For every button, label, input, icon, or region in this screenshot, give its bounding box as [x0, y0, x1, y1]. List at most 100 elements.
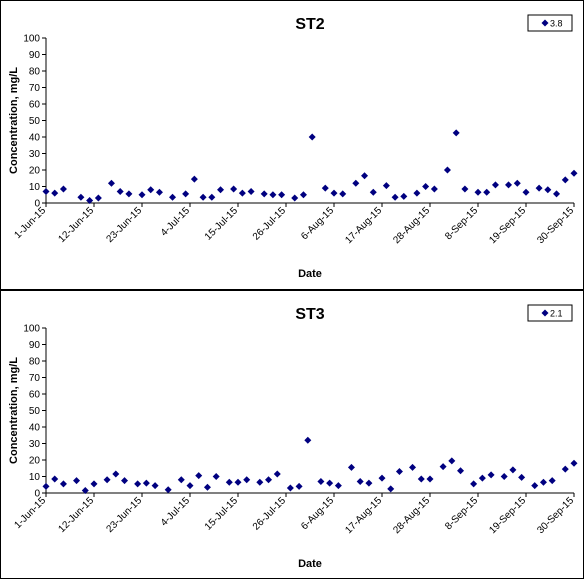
y-tick-label: 40 — [29, 423, 41, 434]
data-point — [561, 465, 569, 473]
data-point — [474, 188, 482, 196]
x-tick-label: 17-Aug-15 — [343, 495, 384, 536]
data-point — [334, 482, 342, 490]
y-tick-label: 40 — [29, 133, 41, 144]
data-point — [86, 197, 94, 205]
x-tick-label: 19-Sep-15 — [487, 495, 528, 536]
data-point — [378, 474, 386, 482]
data-point — [125, 190, 133, 198]
data-point — [382, 182, 390, 190]
x-tick-label: 26-Jul-15 — [251, 205, 289, 243]
x-tick-label: 4-Jul-15 — [159, 495, 193, 529]
data-point — [518, 473, 526, 481]
scatter-chart-st3: ST3 2.1 0 10 20 30 40 50 60 70 80 90 100 1-Jun-15 12-J… — [8, 304, 578, 570]
x-axis-label: Date — [298, 558, 322, 570]
data-point — [230, 185, 238, 193]
x-tick-label: 8-Sep-15 — [443, 205, 480, 242]
data-point — [247, 187, 255, 195]
data-point — [195, 472, 203, 480]
x-tick-label: 1-Jun-15 — [12, 495, 48, 531]
x-tick-label: 17-Aug-15 — [343, 205, 384, 246]
y-tick-label: 90 — [29, 340, 41, 351]
data-point — [273, 470, 281, 478]
data-point — [59, 480, 67, 488]
x-tick-label: 23-Jun-15 — [105, 205, 145, 245]
data-point — [347, 463, 355, 471]
data-point — [94, 194, 102, 202]
data-point — [51, 189, 59, 197]
data-point — [121, 477, 129, 485]
data-point — [470, 480, 478, 488]
data-point — [365, 479, 373, 487]
y-axis-label: Concentration, mg/L — [8, 67, 20, 174]
data-point — [151, 482, 159, 490]
y-tick-label: 50 — [29, 116, 41, 127]
data-point — [265, 476, 273, 484]
data-point — [409, 463, 417, 471]
scatter-chart-st2: ST2 3.8 0 10 20 30 40 50 60 70 80 90 100 1-Jun-15 12-J… — [8, 14, 578, 280]
x-tick-label: 6-Aug-15 — [299, 495, 336, 532]
x-tick-label: 15-Jul-15 — [203, 205, 241, 243]
x-tick-label: 12-Jun-15 — [57, 495, 97, 535]
data-point — [112, 470, 120, 478]
y-tick-label: 80 — [29, 357, 41, 368]
data-point — [217, 186, 225, 194]
y-tick-label: 100 — [23, 34, 40, 45]
data-point — [212, 473, 220, 480]
data-point — [500, 473, 508, 480]
data-point — [81, 487, 89, 495]
data-point — [90, 480, 98, 488]
data-point — [330, 189, 338, 197]
x-tick-label: 15-Jul-15 — [203, 495, 241, 533]
legend-box — [527, 304, 573, 322]
data-point — [134, 480, 142, 488]
data-point — [544, 186, 552, 194]
data-point — [190, 175, 198, 183]
data-point — [531, 482, 539, 490]
y-tick-label: 90 — [29, 50, 41, 61]
data-point — [164, 486, 172, 494]
data-point — [238, 189, 246, 197]
data-point — [387, 485, 395, 493]
x-tick-label: 30-Sep-15 — [535, 205, 576, 246]
data-point — [561, 176, 569, 184]
x-tick-label: 12-Jun-15 — [57, 205, 97, 245]
data-point — [339, 190, 347, 198]
data-point — [107, 179, 115, 187]
data-point — [286, 484, 294, 492]
y-tick-label: 80 — [29, 67, 41, 78]
data-point — [548, 477, 556, 485]
data-points — [42, 436, 578, 495]
data-point — [295, 482, 303, 490]
data-point — [553, 190, 561, 198]
y-tick-label: 0 — [34, 199, 40, 210]
x-tick-label: 19-Sep-15 — [487, 205, 528, 246]
data-point — [439, 463, 447, 471]
data-point — [457, 467, 465, 475]
data-point — [278, 191, 286, 199]
data-point — [570, 169, 578, 177]
data-point — [369, 188, 377, 196]
x-tick-label: 26-Jul-15 — [251, 495, 289, 533]
data-point — [243, 476, 251, 484]
legend: 2.1 — [527, 304, 573, 322]
data-point — [321, 184, 329, 192]
y-tick-label: 30 — [29, 439, 41, 450]
y-tick-label: 30 — [29, 149, 41, 160]
data-point — [422, 183, 430, 190]
data-point — [391, 193, 399, 201]
chart-title: ST2 — [295, 16, 324, 33]
data-point — [395, 468, 403, 476]
x-tick-label: 30-Sep-15 — [535, 495, 576, 536]
data-point — [400, 192, 408, 200]
x-tick-label: 28-Aug-15 — [391, 205, 432, 246]
x-tick-label: 23-Jun-15 — [105, 495, 145, 535]
data-point — [203, 483, 211, 491]
legend-label: 2.1 — [550, 309, 563, 319]
x-tick-label: 1-Jun-15 — [12, 205, 48, 241]
data-point — [326, 479, 334, 487]
data-point — [291, 194, 299, 202]
data-point — [426, 475, 434, 483]
data-point — [513, 179, 521, 187]
x-axis-label: Date — [298, 268, 322, 280]
